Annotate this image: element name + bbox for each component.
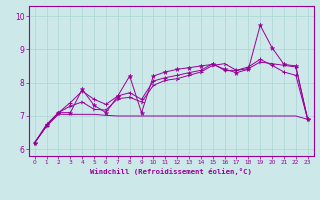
X-axis label: Windchill (Refroidissement éolien,°C): Windchill (Refroidissement éolien,°C) <box>90 168 252 175</box>
